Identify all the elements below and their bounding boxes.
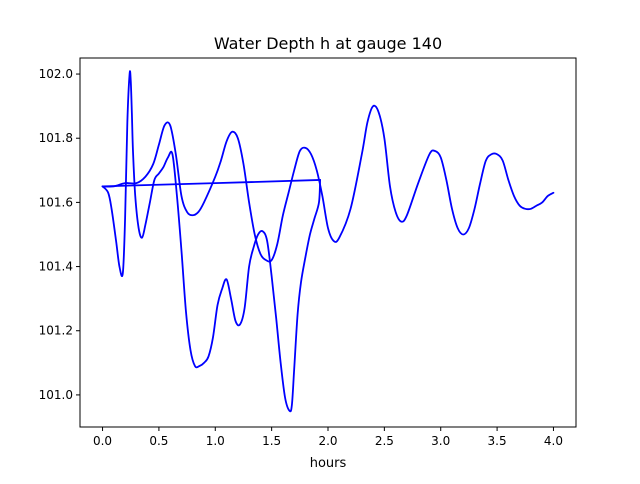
x-tick-label: 1.5 bbox=[262, 434, 281, 448]
y-axis-ticks: 101.0 101.2 101.4 101.6 101.8 102.0 bbox=[39, 67, 80, 402]
plot-lines bbox=[101, 70, 555, 413]
x-tick-label: 1.0 bbox=[206, 434, 225, 448]
y-tick-label: 101.8 bbox=[39, 131, 73, 145]
series-line-segment-2 bbox=[101, 179, 322, 188]
chart-title: Water Depth h at gauge 140 bbox=[214, 34, 442, 53]
y-tick-label: 101.2 bbox=[39, 324, 73, 338]
series-line-segment-3 bbox=[101, 104, 555, 263]
y-tick-label: 101.4 bbox=[39, 260, 73, 274]
y-tick-label: 101.0 bbox=[39, 388, 73, 402]
x-axis-ticks: 0.0 0.5 1.0 1.5 2.0 2.5 3.0 3.5 4.0 bbox=[93, 427, 563, 448]
axes-frame bbox=[79, 57, 577, 428]
y-tick-label: 102.0 bbox=[39, 67, 73, 81]
x-tick-label: 2.0 bbox=[318, 434, 337, 448]
x-tick-label: 4.0 bbox=[544, 434, 563, 448]
x-axis-label: hours bbox=[310, 456, 347, 471]
x-tick-label: 0.5 bbox=[149, 434, 168, 448]
x-tick-label: 2.5 bbox=[375, 434, 394, 448]
series-line-segment-1 bbox=[101, 70, 322, 413]
x-tick-label: 0.0 bbox=[93, 434, 112, 448]
x-tick-label: 3.0 bbox=[431, 434, 450, 448]
x-tick-label: 3.5 bbox=[488, 434, 507, 448]
y-tick-label: 101.6 bbox=[39, 195, 73, 209]
